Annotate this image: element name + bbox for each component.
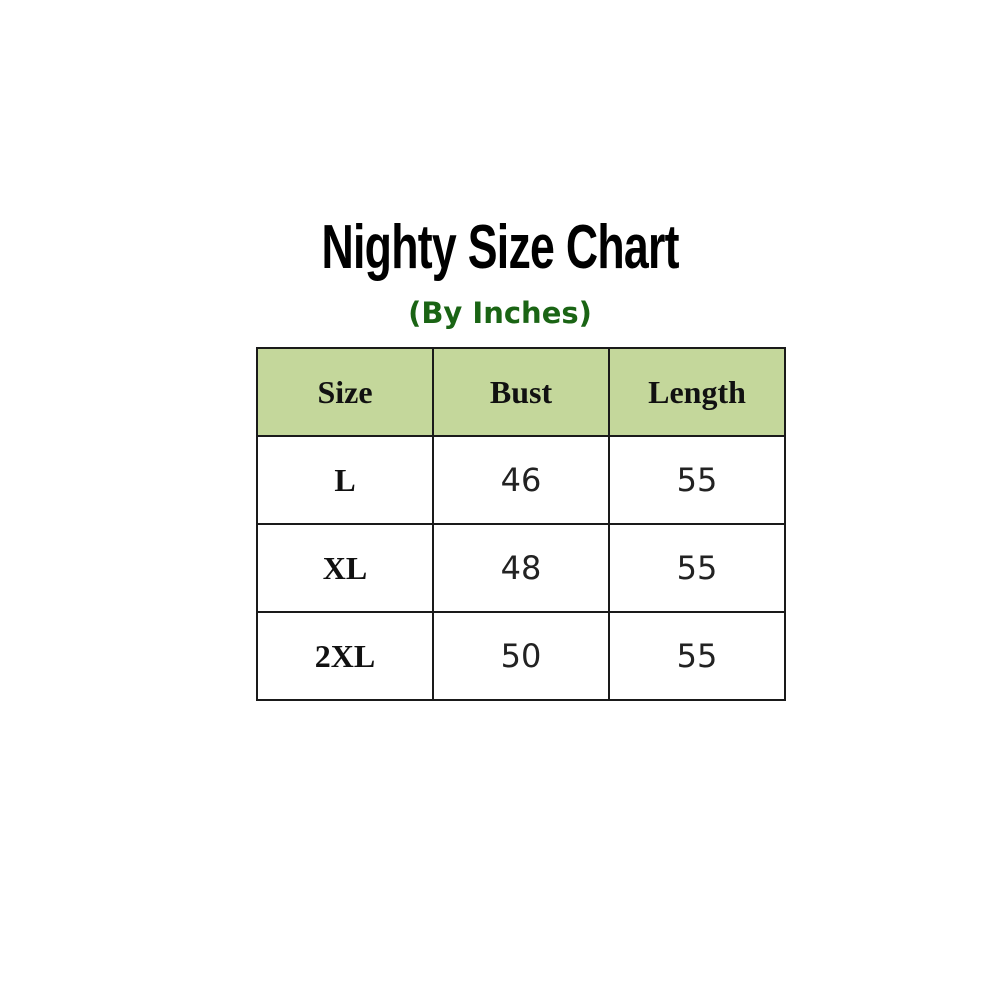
title-text: Nighty Size Chart: [321, 213, 679, 282]
cell-bust: 48: [432, 523, 610, 613]
cell-length: 55: [608, 435, 786, 525]
header-length: Length: [608, 347, 786, 437]
cell-size: XL: [256, 523, 434, 613]
cell-size: 2XL: [256, 611, 434, 701]
cell-bust: 50: [432, 611, 610, 701]
cell-bust: 46: [432, 435, 610, 525]
table-row: L 46 55: [256, 435, 786, 525]
size-table: Size Bust Length L 46 55 XL 48 55 2XL 50…: [256, 347, 786, 701]
page-title: Nighty Size Chart: [0, 212, 1000, 283]
table-row: XL 48 55: [256, 523, 786, 613]
header-bust: Bust: [432, 347, 610, 437]
cell-size: L: [256, 435, 434, 525]
cell-length: 55: [608, 611, 786, 701]
subtitle: (By Inches): [408, 296, 592, 330]
header-size: Size: [256, 347, 434, 437]
cell-length: 55: [608, 523, 786, 613]
table-row: 2XL 50 55: [256, 611, 786, 701]
table-header-row: Size Bust Length: [256, 347, 786, 437]
